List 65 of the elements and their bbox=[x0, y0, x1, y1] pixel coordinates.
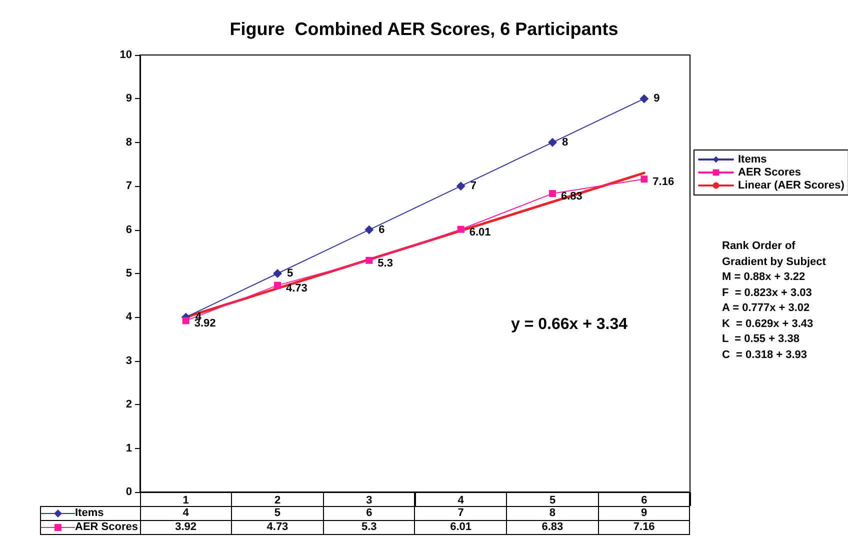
data-label: 4.73 bbox=[232, 520, 324, 534]
data-label: 6.01 bbox=[414, 520, 507, 534]
text: C = 0.318 + 3.93 bbox=[722, 348, 808, 360]
text: Gradient by Subject bbox=[722, 256, 826, 268]
text: 7.16 bbox=[652, 176, 674, 188]
x-tick-label: 6 bbox=[641, 494, 648, 506]
annotation: y = 0.66x + 3.34 bbox=[511, 316, 628, 334]
text: AER Scores bbox=[75, 521, 138, 533]
point bbox=[274, 282, 281, 289]
y-tick-label: 4 bbox=[126, 311, 133, 324]
point bbox=[366, 256, 373, 264]
text: 9 bbox=[654, 92, 660, 105]
y-tick-label: 2 bbox=[126, 398, 132, 411]
x-tick-label: 4 bbox=[458, 494, 465, 506]
data-label: 7 bbox=[414, 506, 507, 520]
text: M = 0.88x + 3.22 bbox=[722, 271, 806, 283]
text: K = 0.629x + 3.43 bbox=[722, 318, 814, 330]
point bbox=[548, 138, 557, 147]
x-tick-label: 1 bbox=[182, 494, 189, 506]
text: 8 bbox=[562, 136, 568, 148]
point bbox=[549, 190, 556, 198]
y-tick-label: 10 bbox=[120, 49, 132, 61]
text: Items bbox=[75, 507, 104, 519]
text: A = 0.777x + 3.02 bbox=[722, 302, 810, 314]
point bbox=[456, 182, 466, 191]
data-label: 3.92 bbox=[140, 520, 232, 534]
point bbox=[364, 225, 374, 234]
x-tick-label: 3 bbox=[366, 494, 372, 506]
text: 3.92 bbox=[194, 318, 216, 330]
legend-label: AER Scores bbox=[738, 166, 801, 178]
text: L = 0.55 + 3.38 bbox=[722, 333, 800, 345]
text: Rank Order of bbox=[722, 240, 796, 252]
y-tick-label: 0 bbox=[126, 486, 132, 498]
y-tick-label: 5 bbox=[126, 268, 132, 280]
point bbox=[182, 317, 190, 324]
text: 5.3 bbox=[378, 257, 393, 270]
text: F = 0.823x + 3.03 bbox=[722, 286, 812, 298]
y-tick-label: 1 bbox=[126, 442, 132, 454]
data-label: 7.16 bbox=[598, 520, 690, 534]
y-tick-label: 8 bbox=[126, 136, 132, 148]
legend-label: Items bbox=[738, 154, 767, 166]
data-label: 4 bbox=[140, 506, 232, 520]
data-label: 5.3 bbox=[323, 520, 415, 534]
y-tick-label: 9 bbox=[126, 92, 132, 105]
text: 7 bbox=[470, 180, 476, 192]
point bbox=[640, 94, 649, 104]
y-tick-label: 7 bbox=[126, 180, 132, 192]
text: 4.73 bbox=[286, 282, 308, 294]
text: 5 bbox=[287, 268, 294, 280]
x-tick-label: 5 bbox=[549, 494, 556, 506]
text: 6.01 bbox=[469, 226, 491, 238]
data-label: 8 bbox=[506, 506, 598, 520]
data-label: 5 bbox=[232, 506, 324, 520]
x-tick-label: 2 bbox=[274, 494, 281, 506]
legend-label: Linear (AER Scores) bbox=[738, 180, 845, 192]
chart-title: Figure Combined AER Scores, 6 Participants bbox=[230, 19, 618, 39]
point bbox=[457, 226, 464, 233]
data-label: 6 bbox=[323, 506, 415, 520]
y-tick-label: 3 bbox=[126, 354, 132, 367]
point bbox=[640, 176, 648, 183]
text: 6 bbox=[378, 224, 385, 236]
y-tick-label: 6 bbox=[126, 224, 132, 236]
data-label: 6.83 bbox=[506, 520, 598, 534]
point bbox=[273, 269, 282, 278]
data-label: 9 bbox=[598, 506, 690, 520]
